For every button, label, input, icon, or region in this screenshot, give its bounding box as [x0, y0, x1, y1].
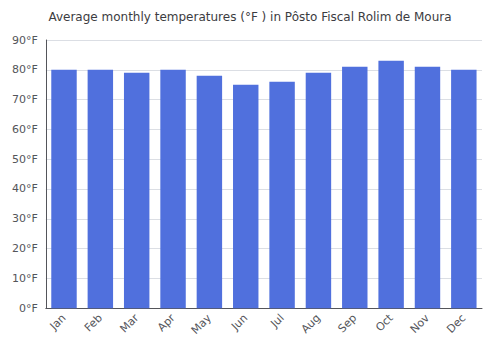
svg-text:Aug: Aug: [299, 312, 323, 336]
svg-text:Feb: Feb: [82, 312, 105, 335]
svg-text:Jan: Jan: [47, 312, 69, 334]
svg-text:30°F: 30°F: [12, 212, 38, 225]
svg-text:50°F: 50°F: [12, 153, 38, 166]
svg-text:20°F: 20°F: [12, 242, 38, 255]
svg-text:Jun: Jun: [228, 312, 250, 334]
svg-text:90°F: 90°F: [12, 34, 38, 47]
svg-text:Mar: Mar: [117, 311, 141, 335]
svg-text:Average monthly temperatures (: Average monthly temperatures (°F ) in Pô…: [48, 10, 451, 24]
svg-text:Jul: Jul: [267, 312, 286, 331]
svg-text:0°F: 0°F: [19, 302, 38, 315]
svg-text:40°F: 40°F: [12, 182, 38, 195]
svg-text:May: May: [189, 311, 215, 337]
svg-text:60°F: 60°F: [12, 123, 38, 136]
svg-text:Sep: Sep: [336, 312, 360, 336]
svg-text:70°F: 70°F: [12, 93, 38, 106]
svg-text:10°F: 10°F: [12, 272, 38, 285]
svg-text:Oct: Oct: [373, 311, 396, 334]
svg-text:80°F: 80°F: [12, 63, 38, 76]
svg-text:Dec: Dec: [444, 312, 468, 336]
svg-text:Nov: Nov: [408, 311, 433, 336]
svg-text:Apr: Apr: [155, 311, 178, 334]
